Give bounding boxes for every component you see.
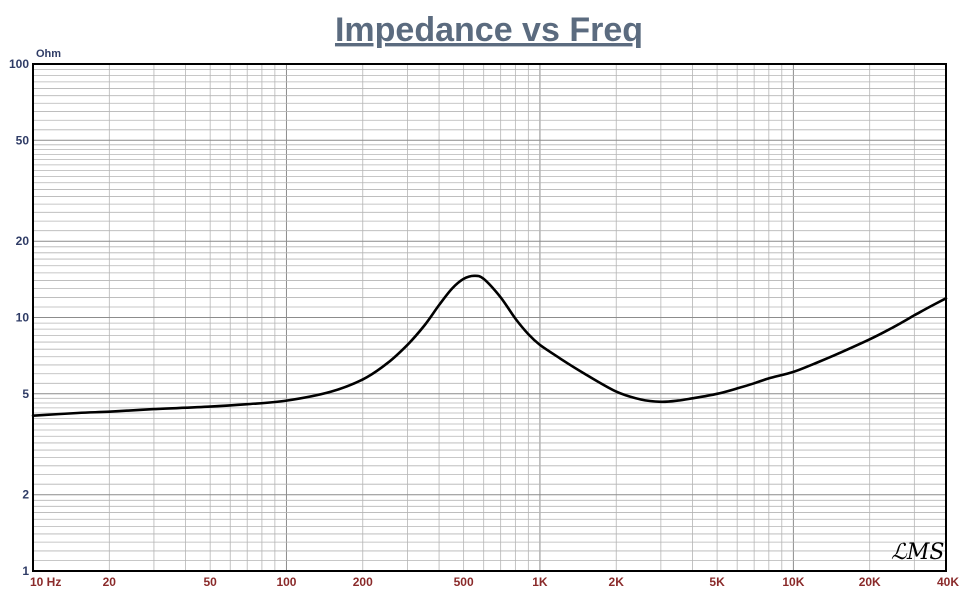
y-tick-label: 100 [9,57,29,71]
x-tick-label: 100 [276,575,296,589]
x-tick-label: 1K [532,575,548,589]
x-tick-label: 40K [937,575,959,589]
x-tick-label: 10K [782,575,804,589]
plot-frame [32,63,947,572]
y-tick-label: 20 [16,234,30,248]
y-tick-label: 1 [22,564,29,578]
x-tick-label: 5K [709,575,725,589]
chart-title: Impedance vs Freq [335,11,643,49]
lms-logo: ℒMS [891,540,944,565]
y-tick-label: 10 [16,311,30,325]
x-tick-label: 20 [103,575,117,589]
y-tick-labels: 1 2 5 10 20 50 100 [9,57,29,578]
x-tick-label: 2K [609,575,625,589]
x-tick-label: 50 [203,575,217,589]
grid [32,63,947,572]
x-tick-label: 200 [353,575,373,589]
impedance-curve [31,274,948,417]
y-tick-label: 2 [22,488,29,502]
y-tick-label: 5 [22,387,29,401]
x-tick-label: 10 Hz [30,575,61,589]
y-axis-unit-label: Ohm [36,48,61,60]
y-tick-label: 50 [16,133,30,147]
x-tick-label: 20K [859,575,881,589]
impedance-series [31,274,948,417]
x-tick-labels: 10 Hz 20 50 100 200 500 1K 2K 5K 10K 20K 40K [30,575,959,589]
x-tick-label: 500 [454,575,474,589]
